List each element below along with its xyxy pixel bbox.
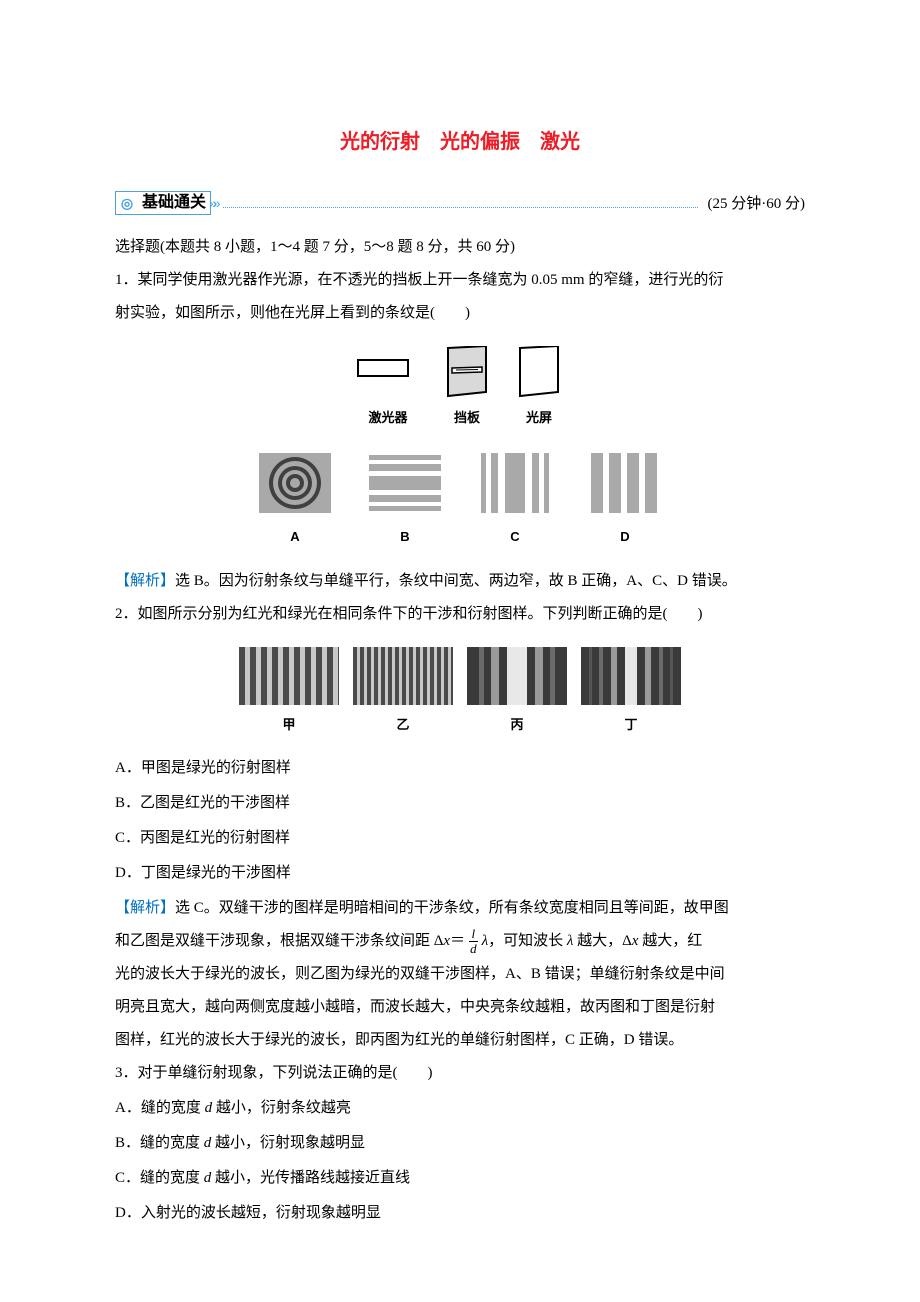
q2-option-a: A．甲图是绿光的衍射图样 (115, 752, 805, 785)
q2-analysis-line1: 【解析】选 C。双缝干涉的图样是明暗相间的干涉条纹，所有条纹宽度相同且等间距，故… (115, 892, 805, 925)
q1-choices (115, 451, 805, 515)
label-b: B (365, 523, 445, 552)
label-bing: 丙 (467, 711, 567, 740)
section-label: 基础通关 (138, 192, 210, 214)
page-title: 光的衍射 光的偏振 激光 (115, 120, 805, 164)
q3c-post: 越小，光传播路线越接近直线 (211, 1170, 410, 1186)
q2-figures (115, 647, 805, 705)
q2-stem: 2．如图所示分别为红光和绿光在相同条件下的干涉和衍射图样。下列判断正确的是( ) (115, 598, 805, 631)
timing-text: (25 分钟·60 分) (708, 188, 806, 221)
label-ding: 丁 (581, 711, 681, 740)
fraction: ld (467, 927, 480, 957)
q3a-pre: A．缝的宽度 (115, 1100, 205, 1116)
label-jia: 甲 (239, 711, 339, 740)
q3c-pre: C．缝的宽度 (115, 1170, 204, 1186)
q1-stem-a: 1．某同学使用激光器作光源，在不透光的挡板上开一条缝宽为 0.05 mm 的窄缝… (115, 264, 805, 297)
choice-d-icon (585, 451, 665, 515)
q3-option-c: C．缝的宽度 d 越小，光传播路线越接近直线 (115, 1162, 805, 1195)
intro-text: 选择题(本题共 8 小题，1～4 题 7 分，5～8 题 8 分，共 60 分) (115, 231, 805, 264)
section-header: ◎ 基础通关 »» (25 分钟·60 分) (115, 188, 805, 221)
chevron-icon: »» (209, 188, 217, 219)
q2-analysis-line3: 光的波长大于绿光的波长，则乙图为绿光的双缝干涉图样，A、B 错误；单缝衍射条纹是… (115, 958, 805, 991)
q2-an-b-mid1: ，可知波长 (488, 933, 567, 949)
label-d: D (585, 523, 665, 552)
q2-analysis-line5: 图样，红光的波长大于绿光的波长，即丙图为红光的单缝衍射图样，C 正确，D 错误。 (115, 1024, 805, 1057)
q2-analysis-line2: 和乙图是双缝干涉现象，根据双缝干涉条纹间距 Δx＝ldλ，可知波长 λ 越大，Δ… (115, 925, 805, 958)
label-a: A (255, 523, 335, 552)
q2-an-b-pre: 和乙图是双缝干涉现象，根据双缝干涉条纹间距 Δ (115, 933, 443, 949)
q3a-post: 越小，衍射条纹越亮 (212, 1100, 351, 1116)
q3-option-a: A．缝的宽度 d 越小，衍射条纹越亮 (115, 1092, 805, 1125)
label-yi: 乙 (353, 711, 453, 740)
q1-analysis-text: 选 B。因为衍射条纹与单缝平行，条纹中间宽、两边窄，故 B 正确，A、C、D 错… (175, 573, 737, 589)
diamond-icon: ◎ (116, 192, 138, 214)
analysis-prompt: 【解析】 (115, 900, 175, 916)
q3-option-d: D．入射光的波长越短，衍射现象越明显 (115, 1197, 805, 1230)
var-d: d (205, 1100, 213, 1116)
fraction-den: d (467, 942, 480, 956)
q3b-pre: B．缝的宽度 (115, 1135, 204, 1151)
apparatus-labels: 激光器 挡板 光屏 (115, 404, 805, 433)
choice-a-icon (255, 451, 335, 515)
divider (223, 207, 698, 208)
label-board: 挡板 (442, 404, 492, 433)
q2-fig-bing (467, 647, 567, 705)
q2-fig-ding (581, 647, 681, 705)
q2-figure-labels: 甲 乙 丙 丁 (115, 711, 805, 740)
choice-c-icon (475, 451, 555, 515)
eq-sign: ＝ (450, 933, 465, 949)
q2-option-b: B．乙图是红光的干涉图样 (115, 787, 805, 820)
slit-board-icon (442, 346, 492, 398)
laser-icon (356, 346, 420, 390)
fraction-num: l (469, 927, 479, 942)
q2-an-a: 选 C。双缝干涉的图样是明暗相间的干涉条纹，所有条纹宽度相同且等间距，故甲图 (175, 900, 729, 916)
q3-option-b: B．缝的宽度 d 越小，衍射现象越明显 (115, 1127, 805, 1160)
q1-apparatus (115, 346, 805, 398)
analysis-prompt: 【解析】 (115, 573, 175, 589)
label-c: C (475, 523, 555, 552)
screen-icon (514, 346, 564, 398)
q2-fig-jia (239, 647, 339, 705)
q1-analysis: 【解析】选 B。因为衍射条纹与单缝平行，条纹中间宽、两边窄，故 B 正确，A、C… (115, 565, 805, 598)
q3-stem: 3．对于单缝衍射现象，下列说法正确的是( ) (115, 1057, 805, 1090)
q2-an-b-tail: 越大，红 (638, 933, 702, 949)
label-laser: 激光器 (356, 404, 420, 433)
q2-option-c: C．丙图是红光的衍射图样 (115, 822, 805, 855)
q1-choice-labels: A B C D (115, 523, 805, 552)
label-screen: 光屏 (514, 404, 564, 433)
q3b-post: 越小，衍射现象越明显 (211, 1135, 365, 1151)
choice-b-icon (365, 451, 445, 515)
q2-fig-yi (353, 647, 453, 705)
q1-stem-b: 射实验，如图所示，则他在光屏上看到的条纹是( ) (115, 297, 805, 330)
q2-analysis-line4: 明亮且宽大，越向两侧宽度越小越暗，而波长越大，中央亮条纹越粗，故丙图和丁图是衍射 (115, 991, 805, 1024)
section-badge: ◎ 基础通关 (115, 191, 211, 215)
q2-an-b-mid2: 越大，Δ (573, 933, 631, 949)
q2-option-d: D．丁图是绿光的干涉图样 (115, 857, 805, 890)
